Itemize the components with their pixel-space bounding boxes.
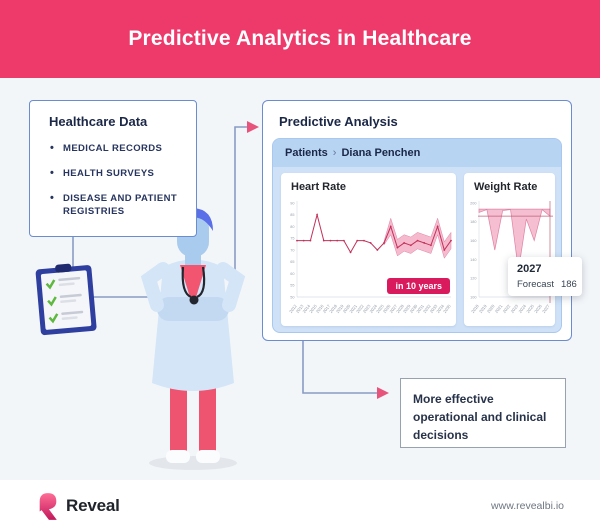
svg-text:2025: 2025 <box>525 303 535 314</box>
svg-text:2019: 2019 <box>478 303 488 314</box>
svg-text:2025: 2025 <box>375 303 385 314</box>
svg-text:90: 90 <box>290 201 294 205</box>
svg-text:2022: 2022 <box>355 303 365 314</box>
svg-text:75: 75 <box>290 237 294 241</box>
svg-text:60: 60 <box>290 272 294 276</box>
connector-up-to-analysis <box>234 126 247 297</box>
forecast-horizon-badge: in 10 years <box>387 278 450 294</box>
svg-text:2029: 2029 <box>402 303 412 314</box>
checklist-rows <box>45 276 84 324</box>
header-banner: Predictive Analytics in Healthcare <box>0 0 600 78</box>
svg-text:2013: 2013 <box>295 303 305 314</box>
patient-dashboard-panel: Patients › Diana Penchen Heart Rate 90 85… <box>272 138 562 333</box>
page-title: Predictive Analytics in Healthcare <box>128 27 472 50</box>
outcome-text: More effective operational and clinical … <box>413 392 547 442</box>
svg-text:2027: 2027 <box>389 303 399 314</box>
svg-text:2021: 2021 <box>348 303 358 314</box>
svg-text:160: 160 <box>470 239 476 243</box>
breadcrumb: Patients › Diana Penchen <box>273 139 561 167</box>
svg-text:2017: 2017 <box>322 303 332 314</box>
clipboard-illustration <box>35 263 97 336</box>
healthcare-data-list: MEDICAL RECORDS HEALTH SURVEYS DISEASE AND… <box>49 141 186 220</box>
svg-text:2024: 2024 <box>517 303 527 314</box>
reveal-logo-icon <box>39 492 57 520</box>
svg-text:2034: 2034 <box>435 303 445 314</box>
svg-text:70: 70 <box>290 248 294 252</box>
tooltip-label: Forecast <box>517 279 554 290</box>
site-url[interactable]: www.revealbi.io <box>491 499 564 512</box>
weight-rate-chart: 2001801601401201002018201920202021202220… <box>470 201 553 314</box>
predictive-analysis-box: Predictive Analysis Patients › Diana Pen… <box>262 100 572 341</box>
svg-text:2018: 2018 <box>328 303 338 314</box>
connector-analysis-to-outcome <box>302 341 377 394</box>
svg-text:120: 120 <box>470 277 476 281</box>
weight-rate-title: Weight Rate <box>474 181 538 193</box>
doctor-illustration <box>140 207 246 470</box>
brand-lockup: Reveal <box>36 491 120 521</box>
svg-text:2035: 2035 <box>442 303 452 314</box>
svg-text:180: 180 <box>470 220 476 224</box>
brand-name: Reveal <box>66 495 120 515</box>
healthcare-data-item: HEALTH SURVEYS <box>49 166 186 182</box>
tooltip-year: 2027 <box>517 263 542 275</box>
svg-text:200: 200 <box>470 201 476 205</box>
svg-text:2027: 2027 <box>541 303 551 314</box>
heart-rate-chart: 9085807570656055502012201320142015201620… <box>288 201 452 314</box>
predictive-analysis-title: Predictive Analysis <box>279 114 398 129</box>
healthcare-data-item: MEDICAL RECORDS <box>49 141 186 157</box>
svg-text:2020: 2020 <box>342 303 352 314</box>
svg-text:2015: 2015 <box>308 303 318 314</box>
svg-text:2021: 2021 <box>494 303 504 314</box>
healthcare-data-title: Healthcare Data <box>49 114 148 129</box>
arrow-into-outcome <box>377 387 389 399</box>
forecast-tooltip: 2027 Forecast 186 <box>508 257 582 296</box>
svg-text:2022: 2022 <box>502 303 512 314</box>
weight-rate-card[interactable]: Weight Rate 200 180 160 140 120 100 2018 2019 20… <box>464 173 555 326</box>
svg-text:2030: 2030 <box>409 303 419 314</box>
svg-text:65: 65 <box>290 260 294 264</box>
svg-text:2031: 2031 <box>415 303 425 314</box>
tooltip-value: 186 <box>560 279 577 290</box>
breadcrumb-current-patient: Diana Penchen <box>341 147 421 159</box>
svg-text:2014: 2014 <box>301 303 311 314</box>
footer: Reveal www.revealbi.io <box>0 480 600 531</box>
svg-text:2019: 2019 <box>335 303 345 314</box>
svg-text:2032: 2032 <box>422 303 432 314</box>
svg-text:2028: 2028 <box>395 303 405 314</box>
svg-text:2018: 2018 <box>470 303 480 314</box>
svg-text:2016: 2016 <box>315 303 325 314</box>
outcome-box: More effective operational and clinical … <box>400 378 566 448</box>
svg-text:85: 85 <box>290 213 294 217</box>
chevron-right-icon: › <box>332 147 337 159</box>
svg-text:2012: 2012 <box>288 303 298 314</box>
stethoscope <box>181 266 206 299</box>
healthcare-data-item: DISEASE AND PATIENT REGISTRIES <box>49 191 186 220</box>
svg-text:55: 55 <box>290 284 294 288</box>
svg-text:80: 80 <box>290 225 294 229</box>
svg-text:140: 140 <box>470 258 476 262</box>
svg-text:2023: 2023 <box>510 303 520 314</box>
svg-text:2026: 2026 <box>382 303 392 314</box>
healthcare-data-box: Healthcare Data MEDICAL RECORDS HEALTH SU… <box>29 100 197 237</box>
heart-rate-title: Heart Rate <box>291 181 347 193</box>
breadcrumb-patients[interactable]: Patients <box>285 147 328 159</box>
svg-text:2033: 2033 <box>429 303 439 314</box>
arrow-into-analysis <box>247 121 259 133</box>
heart-rate-card[interactable]: Heart Rate 90 85 80 75 70 65 60 55 50 2012 2013 201… <box>281 173 456 326</box>
svg-text:2020: 2020 <box>486 303 496 314</box>
svg-text:2026: 2026 <box>533 303 543 314</box>
svg-text:100: 100 <box>470 295 476 299</box>
svg-text:2023: 2023 <box>362 303 372 314</box>
svg-text:2024: 2024 <box>368 303 378 314</box>
svg-text:50: 50 <box>290 295 294 299</box>
